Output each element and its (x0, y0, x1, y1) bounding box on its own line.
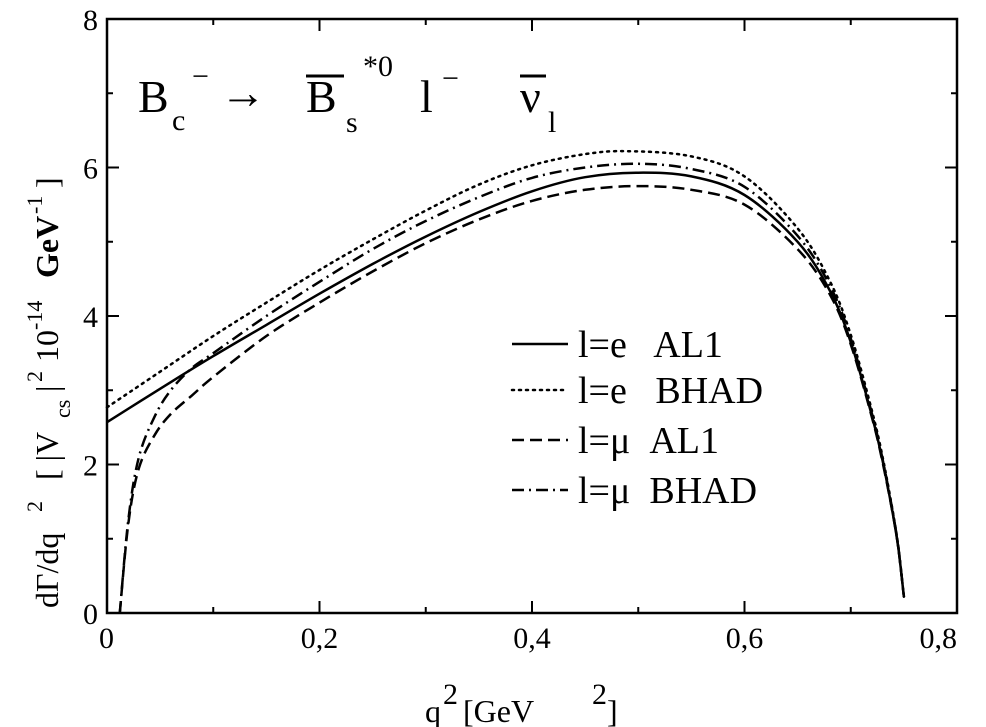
ylabel-close: ] (29, 177, 65, 188)
xlabel-unit-sup: 2 (592, 678, 607, 711)
x-tick-label: 0,4 (513, 622, 551, 655)
title-l-minus-sup: − (442, 62, 459, 95)
x-axis-label: q 2 [GeV 2 ] (425, 678, 618, 727)
ylabel-sup2: 2 (22, 371, 47, 382)
xlabel-q-sup: 2 (443, 678, 458, 711)
title-bbar: B (306, 71, 337, 122)
x-tick-label: 0,2 (301, 622, 339, 655)
y-tick-label: 0 (83, 598, 98, 631)
legend-label-1: l=e BHAD (578, 370, 763, 412)
title-star0-sup: *0 (363, 50, 393, 83)
x-tick-label: 0 (99, 622, 114, 655)
y-tick-label: 2 (83, 450, 98, 483)
x-tick-label: 0,6 (726, 622, 764, 655)
title-s-sub: s (346, 106, 358, 139)
y-axis-label: dΓ/dq 2 [ |V cs | 2 10 -14 GeV -1 ] (22, 177, 75, 608)
series-layer (105, 149, 906, 614)
ylabel-dgamma: dΓ/dq (29, 533, 65, 608)
title-c-sub: c (172, 104, 185, 137)
ylabel-cs: cs (50, 400, 75, 418)
x-tick-label: 0,8 (920, 622, 958, 655)
title-arrow: → (220, 67, 266, 118)
axis-ticks: 0 0,2 0,4 0,6 0,8 0 2 4 6 8 (83, 4, 958, 655)
chart-title: B c − → B s *0 l − ν l (138, 50, 556, 139)
ylabel-sup1: 2 (22, 501, 47, 512)
ylabel-sup3: -14 (22, 301, 47, 330)
series-line-1 (105, 149, 906, 598)
title-l: l (420, 71, 433, 122)
y-tick-label: 8 (83, 4, 98, 37)
ylabel-bar: | (29, 386, 65, 392)
legend: l=e AL1 l=e BHAD l=μ AL1 l=μ BHAD (510, 324, 763, 512)
title-b: B (138, 71, 169, 122)
xlabel-unit: [GeV (463, 693, 534, 727)
legend-label-2: l=μ AL1 (578, 420, 719, 462)
title-nu: ν (520, 71, 541, 122)
y-tick-label: 4 (83, 301, 98, 334)
xlabel-q: q (425, 693, 441, 727)
ylabel-sup4: -1 (22, 196, 47, 214)
series-line-2 (118, 184, 906, 614)
series-line-0 (106, 171, 906, 597)
title-minus-sup: − (192, 60, 209, 93)
ylabel-ten: 10 (29, 330, 65, 362)
ylabel-vopen: [ |V (29, 432, 65, 480)
series-line-3 (118, 162, 906, 614)
ylabel-gev: GeV (29, 216, 65, 278)
y-tick-label: 6 (83, 153, 98, 186)
legend-label-0: l=e AL1 (578, 324, 723, 366)
xlabel-close: ] (607, 693, 618, 727)
legend-label-3: l=μ BHAD (578, 470, 757, 512)
title-l-sub: l (548, 106, 556, 139)
